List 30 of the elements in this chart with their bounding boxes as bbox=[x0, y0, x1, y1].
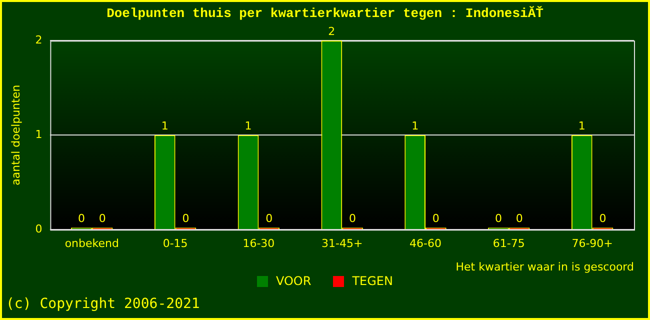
data-label: 0 bbox=[182, 212, 190, 225]
y-axis-title: aantal doelpunten bbox=[9, 84, 22, 186]
text: (c) Copyright 2006-2021 bbox=[6, 296, 200, 312]
x-tick-label: 0-15 bbox=[162, 237, 188, 250]
legend-label: VOOR bbox=[276, 274, 312, 288]
data-label: 1 bbox=[161, 119, 168, 132]
chart-title: Doelpunten thuis per kwartierkwartier tegen : IndonesiĂŤ bbox=[106, 6, 544, 21]
x-tick-label: 76-90+ bbox=[572, 237, 613, 250]
y-tick-label: 2 bbox=[35, 33, 42, 46]
y-tick-label: 1 bbox=[35, 128, 42, 141]
data-label: 0 bbox=[98, 212, 106, 225]
x-axis-title: Het kwartier waar in is gescoord bbox=[456, 260, 634, 274]
data-label: 0 bbox=[432, 212, 440, 225]
data-label: 0 bbox=[516, 212, 523, 225]
data-label: 1 bbox=[578, 119, 586, 132]
x-tick-label: 31-45+ bbox=[322, 237, 363, 250]
data-label: 0 bbox=[349, 212, 356, 225]
x-tick-label: 46-60 bbox=[410, 237, 442, 250]
x-tick-label: onbekend bbox=[64, 237, 119, 250]
data-label: 0 bbox=[494, 212, 502, 225]
x-tick-label: 61-75 bbox=[492, 237, 525, 250]
data-label: 1 bbox=[412, 119, 419, 132]
legend-label: TEGEN bbox=[352, 274, 393, 288]
data-label: 0 bbox=[599, 212, 606, 225]
data-label: 0 bbox=[266, 212, 273, 225]
y-tick-label: 0 bbox=[35, 222, 42, 236]
x-tick-label: 16-30 bbox=[242, 237, 275, 250]
data-label: 2 bbox=[328, 24, 336, 38]
data-label: 1 bbox=[244, 119, 252, 132]
data-label: 0 bbox=[78, 212, 85, 225]
